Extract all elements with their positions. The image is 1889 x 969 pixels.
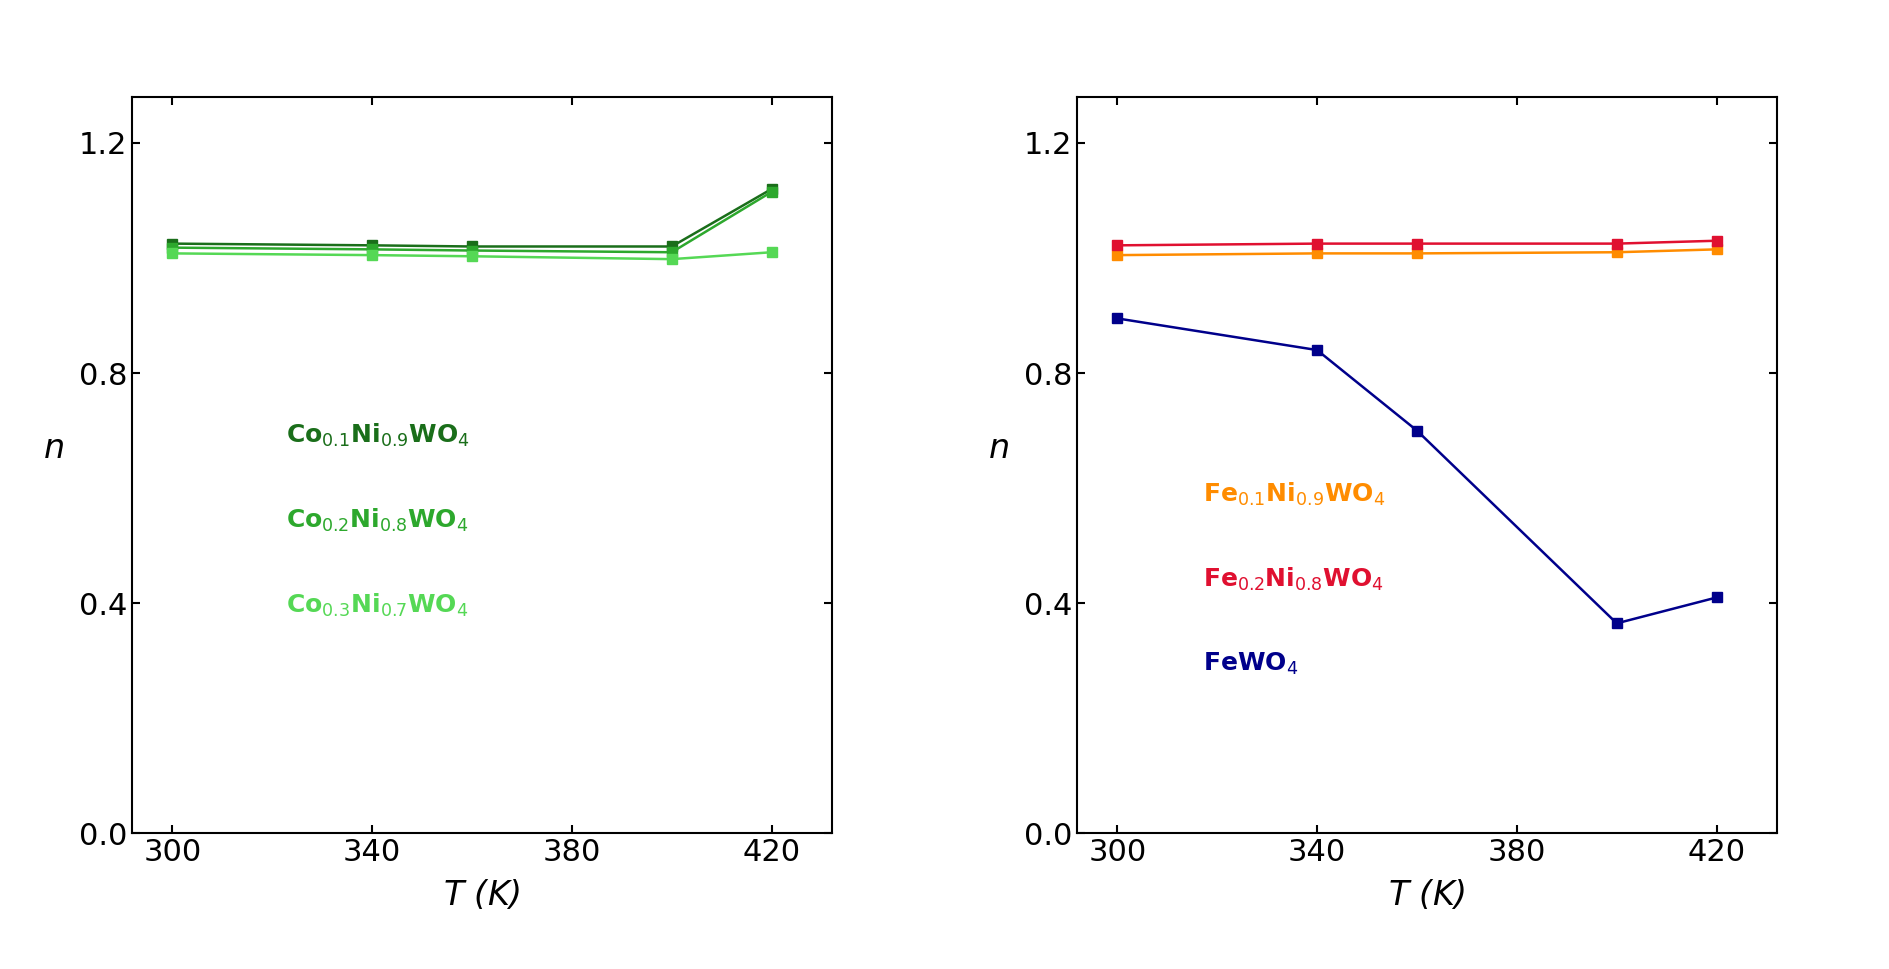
Text: Co$_{0.3}$Ni$_{0.7}$WO$_4$: Co$_{0.3}$Ni$_{0.7}$WO$_4$ <box>285 591 468 618</box>
Text: Fe$_{0.2}$Ni$_{0.8}$WO$_4$: Fe$_{0.2}$Ni$_{0.8}$WO$_4$ <box>1203 566 1383 593</box>
Text: Co$_{0.2}$Ni$_{0.8}$WO$_4$: Co$_{0.2}$Ni$_{0.8}$WO$_4$ <box>285 507 468 534</box>
Text: Co$_{0.1}$Ni$_{0.9}$WO$_4$: Co$_{0.1}$Ni$_{0.9}$WO$_4$ <box>285 422 470 450</box>
Y-axis label: n: n <box>43 432 64 465</box>
Text: FeWO$_4$: FeWO$_4$ <box>1203 651 1298 677</box>
X-axis label: $T$ (K): $T$ (K) <box>1387 878 1466 912</box>
Text: Fe$_{0.1}$Ni$_{0.9}$WO$_4$: Fe$_{0.1}$Ni$_{0.9}$WO$_4$ <box>1203 481 1385 508</box>
Y-axis label: n: n <box>988 432 1009 465</box>
X-axis label: $T$ (K): $T$ (K) <box>442 878 521 912</box>
